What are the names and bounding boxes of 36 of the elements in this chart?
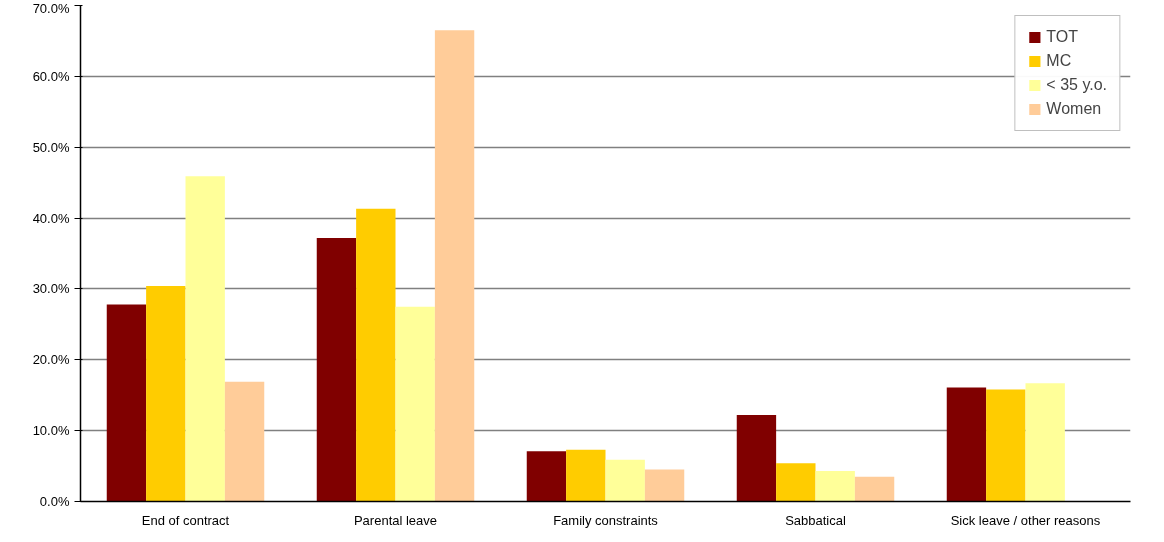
bar bbox=[395, 306, 435, 502]
x-tick-label: Family constraints bbox=[553, 512, 659, 528]
bar bbox=[815, 471, 855, 502]
legend-label: MC bbox=[1046, 52, 1072, 70]
y-tick-label: 60.0% bbox=[32, 68, 70, 84]
x-tick-label: Sabbatical bbox=[785, 512, 846, 528]
bar bbox=[566, 449, 606, 502]
bar bbox=[106, 304, 147, 502]
x-tick-label: Parental leave bbox=[353, 512, 438, 528]
bar bbox=[224, 381, 265, 502]
bar bbox=[854, 476, 895, 502]
bar bbox=[946, 387, 987, 502]
bar bbox=[1025, 383, 1065, 502]
y-tick-label: 50.0% bbox=[32, 139, 70, 155]
bar bbox=[736, 415, 777, 502]
x-tick-label: End of contract bbox=[141, 512, 230, 528]
bar bbox=[185, 176, 225, 502]
y-tick-label: 30.0% bbox=[32, 281, 70, 297]
legend-label: Women bbox=[1046, 100, 1102, 118]
y-tick-label: 20.0% bbox=[32, 352, 70, 368]
y-tick-label: 0.0% bbox=[39, 494, 70, 509]
bar bbox=[146, 286, 186, 502]
y-tick-label: 40.0% bbox=[32, 210, 70, 226]
bar bbox=[434, 30, 475, 502]
bar bbox=[644, 469, 685, 502]
x-tick-label: Sick leave / other reasons bbox=[950, 512, 1101, 528]
bar bbox=[526, 451, 567, 502]
legend-label: TOT bbox=[1046, 28, 1079, 46]
bar bbox=[776, 463, 816, 502]
bar bbox=[316, 237, 357, 502]
bar bbox=[986, 389, 1026, 502]
y-tick-label: 70.0% bbox=[32, 0, 70, 16]
bar bbox=[356, 208, 396, 502]
bar bbox=[605, 459, 645, 502]
legend-label: < 35 y.o. bbox=[1046, 76, 1107, 94]
y-tick-label: 10.0% bbox=[32, 423, 70, 439]
